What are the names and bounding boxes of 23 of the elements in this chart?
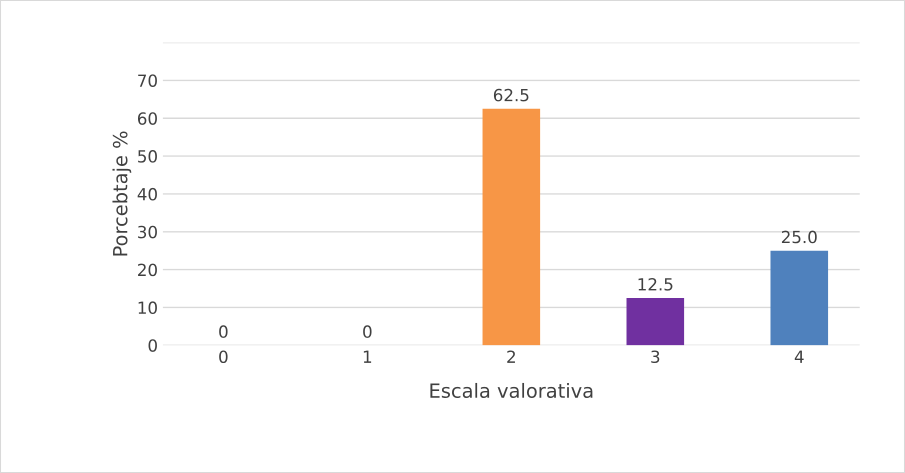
y-tick-label: 50 xyxy=(138,150,157,163)
y-tick-label: 10 xyxy=(138,301,157,314)
bar xyxy=(482,108,540,346)
x-tick-label: 1 xyxy=(364,350,372,363)
y-tick-label: 20 xyxy=(138,264,157,276)
data-label: 62.5 xyxy=(494,88,528,102)
bar xyxy=(770,250,828,346)
y-tick-label: 30 xyxy=(138,226,157,238)
data-label: 0 xyxy=(363,325,372,338)
x-tick-label: 0 xyxy=(219,350,228,364)
x-axis-title: Escala valorativa xyxy=(430,382,592,398)
bar xyxy=(626,298,684,346)
data-label: 12.5 xyxy=(638,278,672,291)
y-tick-label: 0 xyxy=(148,339,157,352)
x-tick-label: 4 xyxy=(794,350,804,363)
data-label: 0 xyxy=(219,325,228,338)
x-tick-label: 2 xyxy=(507,350,515,363)
data-label: 25.0 xyxy=(782,230,817,244)
y-axis-title: Porcebtaje % xyxy=(112,131,132,256)
x-tick-label: 3 xyxy=(651,350,660,364)
y-tick-label: 40 xyxy=(138,188,157,200)
y-tick-label: 60 xyxy=(138,112,157,125)
y-tick-label: 70 xyxy=(138,74,157,87)
